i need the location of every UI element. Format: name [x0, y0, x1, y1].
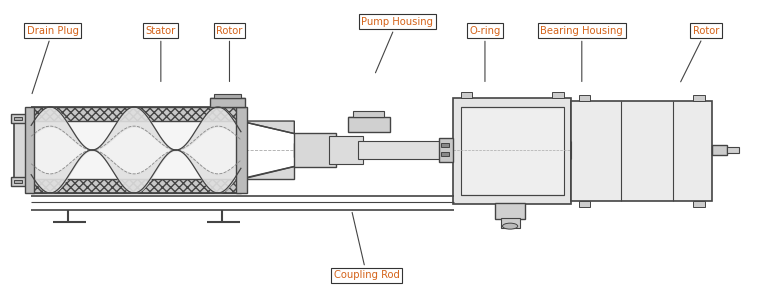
Bar [214, 94, 241, 98]
Bar [579, 201, 591, 207]
Bar [727, 147, 739, 153]
Bar [358, 141, 445, 159]
Text: Rotor: Rotor [216, 26, 243, 82]
Text: Coupling Rod: Coupling Rod [334, 212, 400, 280]
Text: Drain Plug: Drain Plug [27, 26, 79, 94]
Text: Bearing Housing: Bearing Housing [540, 26, 623, 82]
Polygon shape [240, 121, 294, 134]
Bar [353, 111, 384, 117]
Bar [348, 117, 390, 132]
Bar [31, 121, 241, 179]
Bar [439, 138, 453, 162]
Bar [579, 95, 591, 101]
Bar [461, 107, 564, 195]
Bar [25, 107, 34, 193]
Bar [294, 133, 336, 167]
Bar [693, 95, 704, 101]
Circle shape [503, 223, 518, 229]
Bar [31, 179, 241, 193]
Bar [11, 114, 30, 123]
Bar [329, 136, 363, 164]
Bar [571, 101, 712, 201]
Bar [693, 201, 704, 207]
Bar [712, 145, 727, 155]
Bar [552, 92, 564, 98]
Text: Rotor: Rotor [681, 26, 719, 82]
Bar [453, 98, 571, 204]
Bar [236, 107, 247, 193]
Bar [501, 218, 520, 228]
Text: Pump Housing: Pump Housing [361, 16, 433, 73]
Bar [294, 142, 439, 158]
Polygon shape [240, 167, 294, 179]
Bar [461, 92, 472, 98]
Bar [442, 143, 449, 147]
Bar [15, 180, 22, 183]
Bar [15, 117, 22, 120]
Text: Stator: Stator [146, 26, 176, 82]
Bar [442, 152, 449, 156]
Bar [31, 107, 241, 121]
Bar [210, 98, 244, 107]
Bar [495, 203, 526, 219]
Bar [11, 177, 30, 186]
Text: O-ring: O-ring [469, 26, 500, 82]
Bar [14, 116, 29, 184]
